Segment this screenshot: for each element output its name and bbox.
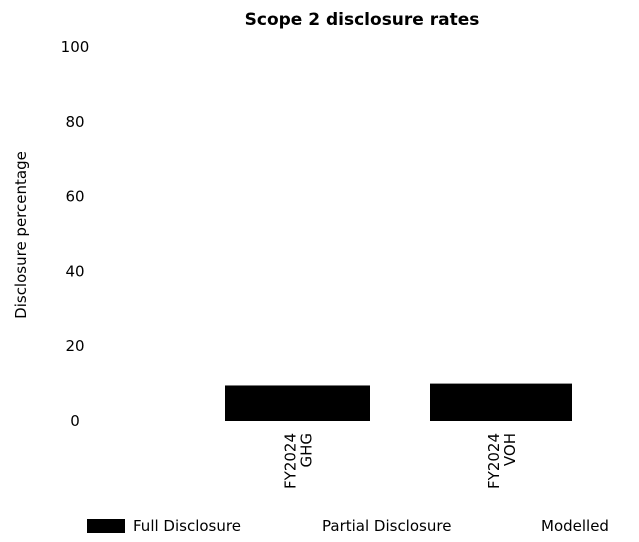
- y-tick-label: 40: [65, 262, 84, 280]
- legend-label: Full Disclosure: [133, 517, 241, 535]
- x-tick-label: FY2024: [485, 433, 503, 489]
- legend-item: Full Disclosure: [87, 517, 241, 535]
- bar: [430, 383, 572, 421]
- legend-swatch: [87, 519, 125, 533]
- x-tick-label: FY2024: [282, 433, 300, 489]
- y-axis-label: Disclosure percentage: [12, 151, 30, 319]
- y-tick-label: 80: [65, 113, 84, 131]
- y-tick-label: 0: [70, 412, 80, 430]
- chart-title: Scope 2 disclosure rates: [245, 10, 480, 30]
- y-tick-label: 20: [65, 337, 84, 355]
- y-tick-label: 60: [65, 188, 84, 206]
- x-tick-label: GHG: [298, 433, 316, 468]
- legend-item: Modelled: [541, 517, 609, 535]
- y-axis-ticks: 0 20 40 60 80 100: [61, 38, 90, 430]
- bars: [225, 383, 572, 421]
- x-tick-label: VOH: [501, 433, 519, 466]
- legend-label: Partial Disclosure: [322, 517, 451, 535]
- bar: [225, 385, 370, 421]
- y-tick-label: 100: [61, 38, 90, 56]
- legend: Full Disclosure Partial Disclosure Modelle…: [87, 517, 609, 535]
- legend-item: Partial Disclosure: [322, 517, 451, 535]
- legend-label: Modelled: [541, 517, 609, 535]
